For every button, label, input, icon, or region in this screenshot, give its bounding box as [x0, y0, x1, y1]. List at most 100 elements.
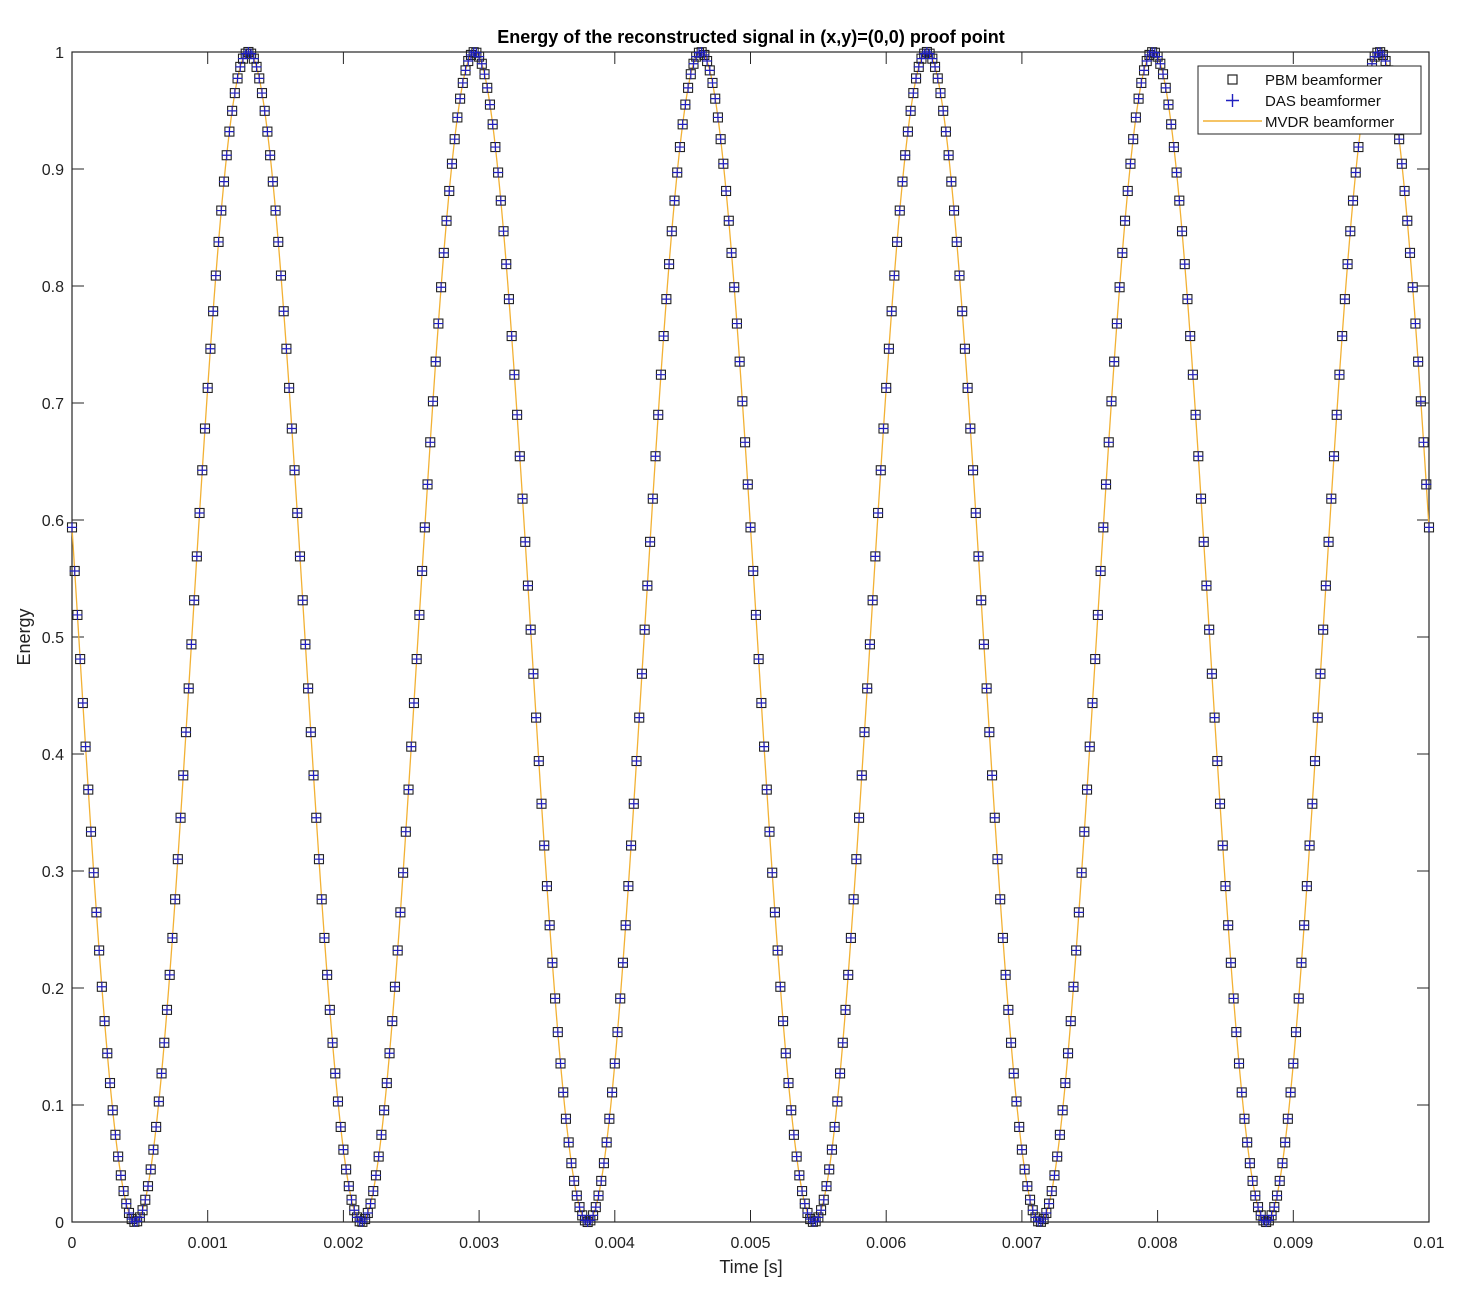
- das-point: [75, 654, 86, 665]
- das-point: [498, 226, 509, 237]
- das-point: [275, 270, 286, 281]
- das-point: [791, 1151, 802, 1162]
- y-tick-label: 0.3: [42, 864, 64, 881]
- das-point: [113, 1151, 124, 1162]
- das-point: [566, 1158, 577, 1169]
- das-point: [360, 1214, 371, 1225]
- das-point: [883, 343, 894, 354]
- x-tick-label: 0.009: [1273, 1235, 1313, 1252]
- das-point: [1272, 1190, 1283, 1201]
- das-point: [72, 609, 83, 620]
- das-point: [1198, 536, 1209, 547]
- das-point: [788, 1129, 799, 1140]
- das-point: [1011, 1096, 1022, 1107]
- das-point: [1152, 51, 1163, 62]
- das-point: [585, 1215, 596, 1226]
- das-point: [1103, 437, 1114, 448]
- das-point: [343, 1181, 354, 1192]
- das-point: [897, 176, 908, 187]
- das-point: [588, 1210, 599, 1221]
- das-point: [436, 282, 447, 293]
- das-point: [745, 522, 756, 533]
- das-point: [408, 698, 419, 709]
- das-point: [569, 1175, 580, 1186]
- das-point: [1006, 1037, 1017, 1048]
- das-point: [1350, 167, 1361, 178]
- das-point: [387, 1016, 398, 1027]
- das-point: [840, 1004, 851, 1015]
- das-point: [1296, 957, 1307, 968]
- das-point: [571, 1190, 582, 1201]
- x-tick-label: 0.005: [730, 1235, 770, 1252]
- plot-frame: [71, 51, 1430, 1223]
- das-point: [281, 343, 292, 354]
- das-point: [1106, 396, 1117, 407]
- das-point: [297, 595, 308, 606]
- das-point: [1269, 1202, 1280, 1213]
- legend-label-mvdr: MVDR beamformer: [1265, 114, 1394, 131]
- das-point: [843, 969, 854, 980]
- das-point: [105, 1078, 115, 1089]
- das-point: [902, 126, 913, 137]
- das-point: [664, 259, 675, 270]
- das-point: [156, 1068, 167, 1079]
- das-point: [1323, 536, 1334, 547]
- das-point: [859, 727, 870, 738]
- das-point: [311, 812, 322, 823]
- das-point: [1111, 318, 1122, 329]
- das-point: [772, 945, 783, 956]
- das-point: [1261, 1217, 1272, 1227]
- das-point: [1168, 142, 1179, 153]
- das-point: [924, 48, 935, 59]
- y-tick-label: 1: [55, 45, 64, 62]
- x-axis: 0 0.001 0.002 0.003 0.004 0.005 0.006 0.007 0.00…: [68, 52, 1445, 1252]
- das-point: [379, 1105, 390, 1116]
- das-point: [1250, 1190, 1261, 1201]
- das-point: [1280, 1137, 1291, 1148]
- das-point: [1413, 356, 1424, 367]
- das-point: [1155, 58, 1166, 69]
- das-point: [216, 205, 227, 216]
- das-point: [965, 423, 976, 434]
- das-point: [1421, 479, 1432, 490]
- das-point: [582, 1217, 593, 1227]
- das-point: [251, 61, 262, 72]
- das-point: [740, 437, 751, 448]
- das-point: [460, 65, 471, 76]
- das-point: [457, 77, 468, 88]
- das-point: [1282, 1113, 1293, 1124]
- das-point: [1130, 112, 1141, 123]
- das-point: [118, 1186, 129, 1197]
- das-point: [262, 126, 273, 137]
- das-point: [1095, 565, 1106, 576]
- das-point: [1054, 1129, 1065, 1140]
- das-point: [873, 507, 884, 518]
- das-point: [959, 343, 970, 354]
- das-point: [167, 932, 178, 943]
- das-point: [552, 1027, 563, 1038]
- das-point: [1082, 784, 1093, 795]
- das-point: [1402, 215, 1413, 226]
- das-point: [900, 150, 911, 161]
- das-point: [140, 1194, 151, 1205]
- das-point: [617, 957, 628, 968]
- das-point: [254, 73, 265, 84]
- das-point: [273, 236, 284, 247]
- das-point: [1174, 195, 1185, 206]
- das-point: [750, 609, 761, 620]
- das-point: [1331, 409, 1342, 420]
- das-point: [319, 932, 330, 943]
- das-point: [305, 727, 316, 738]
- das-point: [123, 1207, 134, 1218]
- das-point: [1326, 493, 1337, 504]
- das-point: [870, 551, 881, 562]
- das-point: [395, 907, 406, 918]
- das-point: [536, 798, 547, 809]
- das-point: [1016, 1144, 1027, 1155]
- das-point: [737, 396, 748, 407]
- das-point: [191, 551, 202, 562]
- das-point: [723, 215, 734, 226]
- das-point: [210, 270, 221, 281]
- das-point: [1076, 867, 1087, 878]
- das-point: [816, 1205, 827, 1216]
